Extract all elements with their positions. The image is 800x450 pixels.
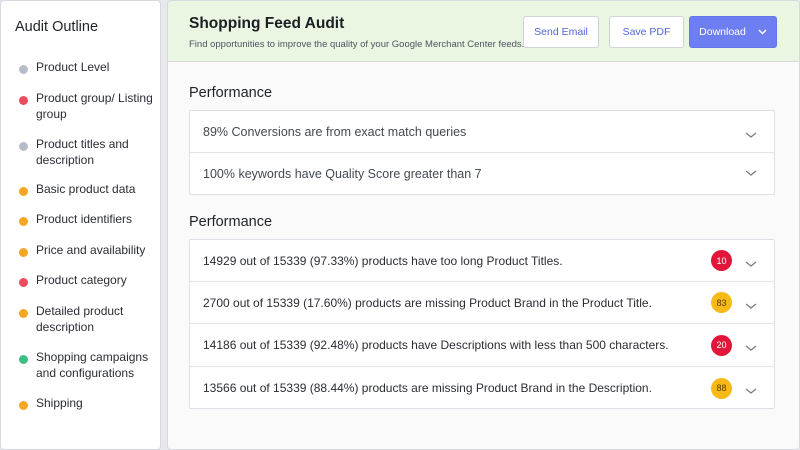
outline-item-label: Price and availability <box>36 243 146 257</box>
download-button-label: Download <box>699 26 746 38</box>
outline-item-shipping[interactable]: Shipping <box>1 396 161 412</box>
outline-item-product-category[interactable]: Product category <box>1 273 161 289</box>
row-text: 14186 out of 15339 (92.48%) products hav… <box>203 338 669 352</box>
score-badge: 20 <box>711 334 732 356</box>
accordion-row[interactable]: 100% keywords have Quality Score greater… <box>190 153 774 195</box>
outline-item-detailed-description[interactable]: Detailed product description <box>1 304 161 335</box>
accordion-row[interactable]: 89% Conversions are from exact match que… <box>190 111 774 153</box>
status-dot <box>19 278 28 287</box>
row-text: 14929 out of 15339 (97.33%) products hav… <box>203 253 563 268</box>
row-text: 13566 out of 15339 (88.44%) products are… <box>203 381 652 395</box>
main-panel: Shopping Feed Audit Find opportunities t… <box>167 0 800 450</box>
status-dot <box>19 248 28 257</box>
row-text: 100% keywords have Quality Score greater… <box>203 167 482 181</box>
outline-item-label: Basic product data <box>36 182 136 196</box>
status-dot <box>19 401 28 410</box>
row-text: 89% Conversions are from exact match que… <box>203 124 467 139</box>
status-dot <box>19 65 28 74</box>
download-button[interactable]: Download <box>689 16 777 48</box>
send-email-button[interactable]: Send Email <box>523 16 599 48</box>
chevron-down-icon[interactable] <box>744 256 758 267</box>
accordion-row[interactable]: 14929 out of 15339 (97.33%) products hav… <box>190 240 774 282</box>
chevron-down-icon <box>758 26 767 38</box>
status-dot <box>19 96 28 105</box>
accordion-row[interactable]: 14186 out of 15339 (92.48%) products hav… <box>190 324 774 367</box>
score-badge: 10 <box>711 250 732 271</box>
page-header: Shopping Feed Audit Find opportunities t… <box>168 1 799 62</box>
outline-item-shopping-campaigns[interactable]: Shopping campaigns and configurations <box>1 350 161 381</box>
outline-item-price-availability[interactable]: Price and availability <box>1 243 161 259</box>
outline-item-product-identifiers[interactable]: Product identifiers <box>1 212 161 228</box>
outline-item-label: Product identifiers <box>36 212 133 226</box>
status-dot <box>19 187 28 196</box>
performance-panel: 14929 out of 15339 (97.33%) products hav… <box>189 239 775 409</box>
outline-item-product-group[interactable]: Product group/ Listing group <box>1 91 161 122</box>
chevron-down-icon[interactable] <box>744 127 758 138</box>
outline-item-label: Shopping campaigns and configurations <box>36 350 149 380</box>
outline-item-label: Detailed product description <box>36 304 124 334</box>
row-text: 2700 out of 15339 (17.60%) products are … <box>203 295 652 310</box>
save-pdf-button[interactable]: Save PDF <box>609 16 684 48</box>
page-title: Shopping Feed Audit <box>189 15 345 32</box>
sidebar-title: Audit Outline <box>15 19 99 35</box>
outline-item-label: Product category <box>36 273 127 287</box>
score-badge: 88 <box>711 377 732 399</box>
outline-item-label: Shipping <box>36 396 83 410</box>
audit-outline-sidebar: Audit Outline Product Level Product grou… <box>0 0 161 450</box>
performance-panel: 89% Conversions are from exact match que… <box>189 110 775 195</box>
chevron-down-icon[interactable] <box>744 383 758 394</box>
outline-item-label: Product titles and description <box>36 137 129 167</box>
page-subtitle: Find opportunities to improve the qualit… <box>189 39 525 50</box>
outline-item-label: Product group/ Listing group <box>36 91 153 121</box>
status-dot <box>19 217 28 226</box>
chevron-down-icon[interactable] <box>744 340 758 351</box>
accordion-row[interactable]: 2700 out of 15339 (17.60%) products are … <box>190 282 774 324</box>
section-title-performance: Performance <box>189 214 273 230</box>
status-dot <box>19 355 28 364</box>
outline-item-product-titles[interactable]: Product titles and description <box>1 137 161 168</box>
chevron-down-icon[interactable] <box>744 165 758 176</box>
accordion-row[interactable]: 13566 out of 15339 (88.44%) products are… <box>190 367 774 409</box>
chevron-down-icon[interactable] <box>744 298 758 309</box>
outline-item-label: Product Level <box>36 60 110 74</box>
status-dot <box>19 309 28 318</box>
outline-item-product-level[interactable]: Product Level <box>1 60 161 76</box>
outline-item-basic-product-data[interactable]: Basic product data <box>1 182 161 198</box>
section-title-performance: Performance <box>189 85 273 101</box>
score-badge: 83 <box>711 292 732 313</box>
status-dot <box>19 142 28 151</box>
